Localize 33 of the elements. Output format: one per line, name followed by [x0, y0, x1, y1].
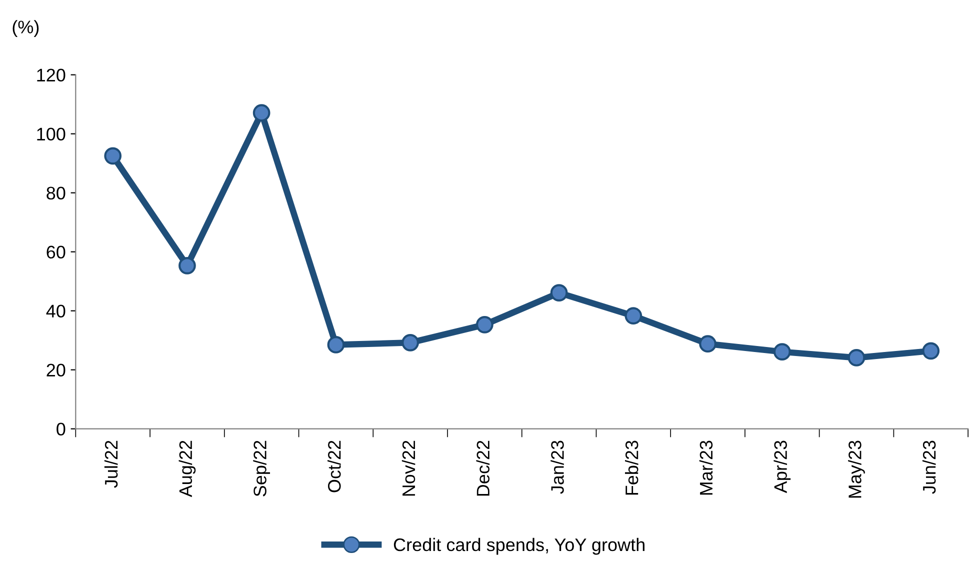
- y-tick-label: 20: [46, 364, 66, 377]
- point: [848, 349, 866, 366]
- point: [624, 307, 642, 325]
- point: [476, 316, 494, 334]
- x-tick-label: Aug/22: [178, 440, 196, 498]
- y-axis-title: (%): [12, 20, 39, 37]
- x-tick-label: Mar/23: [699, 440, 713, 495]
- x-tick-label: Feb/23: [624, 440, 638, 495]
- point: [402, 334, 419, 352]
- point: [699, 335, 716, 353]
- y-tick-label: 0: [56, 422, 66, 436]
- point: [178, 256, 196, 274]
- x-tick-label: Jun/23: [922, 440, 936, 494]
- point: [252, 104, 270, 122]
- x-tick-label: Jul/22: [104, 440, 118, 488]
- point: [327, 336, 345, 354]
- point: [922, 342, 940, 360]
- point: [550, 284, 568, 302]
- x-tick-label: Nov/22: [402, 440, 416, 496]
- y-tick-label: 100: [37, 128, 66, 141]
- x-tick-label: Dec/22: [476, 440, 490, 496]
- y-tick-label: 80: [46, 186, 66, 200]
- point: [104, 147, 122, 165]
- x-tick-label: Apr/23: [774, 440, 791, 494]
- x-tick-label: Oct/22: [328, 440, 341, 492]
- y-tick-label: 60: [46, 246, 66, 259]
- legend-label: Credit card spends, YoY growth: [394, 538, 644, 555]
- x-tick-label: Jan/23: [550, 440, 564, 494]
- y-tick-label: 40: [46, 304, 66, 318]
- x-tick-label: Sep/22: [253, 440, 270, 496]
- x-tick-label: May/23: [848, 440, 865, 498]
- y-tick-label: 120: [37, 68, 66, 82]
- point: [773, 343, 791, 361]
